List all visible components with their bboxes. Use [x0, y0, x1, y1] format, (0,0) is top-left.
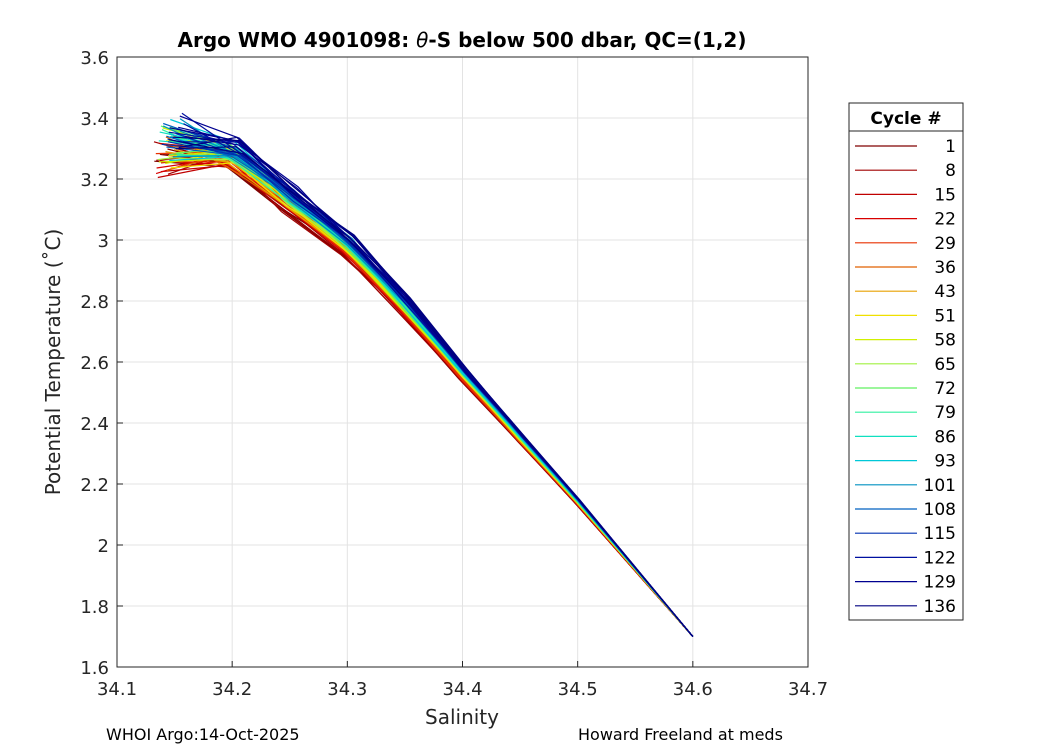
- y-axis-ticks: 1.6 1.8 2 2.2 2.4 2.6 2.8 3 3.2 3.4 3.6: [80, 48, 123, 679]
- legend-label-115: 115: [924, 524, 956, 544]
- y-tick-label: 2: [98, 536, 109, 557]
- legend-label-58: 58: [934, 331, 956, 351]
- legend-label-36: 36: [934, 258, 956, 278]
- y-axis-label: Potential Temperature (˚C): [41, 229, 65, 496]
- legend-label-51: 51: [934, 306, 956, 326]
- legend-label-43: 43: [934, 282, 956, 302]
- y-tick-label: 2.2: [80, 475, 109, 496]
- title-prefix: Argo WMO 4901098:: [178, 28, 417, 52]
- y-tick-label: 2.6: [80, 353, 109, 374]
- y-tick-label: 2.4: [80, 414, 109, 435]
- legend-label-108: 108: [924, 500, 956, 520]
- profile-lines: [153, 112, 694, 637]
- legend-label-8: 8: [945, 161, 956, 181]
- legend-label-79: 79: [934, 403, 956, 423]
- y-tick-label: 3.4: [80, 109, 109, 130]
- y-tick-label: 2.8: [80, 292, 109, 313]
- legend-entries: 1 8 15 22 29 36 43 51 58 65 72 79 86 93 101 108 115 122 12…: [855, 137, 956, 617]
- footer-author: Howard Freeland at meds: [578, 725, 783, 744]
- x-axis-label: Salinity: [425, 705, 499, 729]
- x-tick-label: 34.7: [788, 679, 828, 700]
- legend-label-136: 136: [924, 597, 956, 617]
- y-tick-label: 1.6: [80, 658, 109, 679]
- legend-label-86: 86: [934, 427, 956, 447]
- footer-source: WHOI Argo:14-Oct-2025: [106, 725, 300, 744]
- chart-title: Argo WMO 4901098: θ-S below 500 dbar, QC…: [178, 28, 747, 52]
- legend-label-129: 129: [924, 573, 956, 593]
- legend-label-65: 65: [934, 355, 956, 375]
- y-tick-label: 3: [98, 231, 109, 252]
- legend-label-101: 101: [924, 476, 956, 496]
- legend-label-1: 1: [945, 137, 956, 157]
- profile-line-cycle-136: [168, 138, 694, 637]
- y-tick-label: 1.8: [80, 597, 109, 618]
- legend-label-72: 72: [934, 379, 956, 399]
- y-tick-label: 3.2: [80, 170, 109, 191]
- y-tick-label: 3.6: [80, 48, 109, 69]
- x-axis-ticks: 34.1 34.2 34.3 34.4 34.5 34.6 34.7: [97, 661, 828, 700]
- legend-title: Cycle #: [870, 109, 941, 129]
- x-tick-label: 34.6: [673, 679, 713, 700]
- legend-label-122: 122: [924, 548, 956, 568]
- legend-box: [848, 102, 964, 621]
- x-tick-label: 34.1: [97, 679, 137, 700]
- title-suffix: -S below 500 dbar, QC=(1,2): [428, 28, 746, 52]
- legend-label-22: 22: [934, 210, 956, 230]
- title-theta: θ: [416, 28, 428, 52]
- legend-label-15: 15: [934, 185, 956, 205]
- legend-label-29: 29: [934, 234, 956, 254]
- legend: Cycle # 1 8 15 22 29 36 43 51 58 65 72 79 86 93 101 108…: [848, 102, 964, 621]
- x-tick-label: 34.5: [558, 679, 598, 700]
- x-tick-label: 34.3: [327, 679, 367, 700]
- legend-label-93: 93: [934, 452, 956, 472]
- x-tick-label: 34.4: [442, 679, 482, 700]
- x-tick-label: 34.2: [212, 679, 252, 700]
